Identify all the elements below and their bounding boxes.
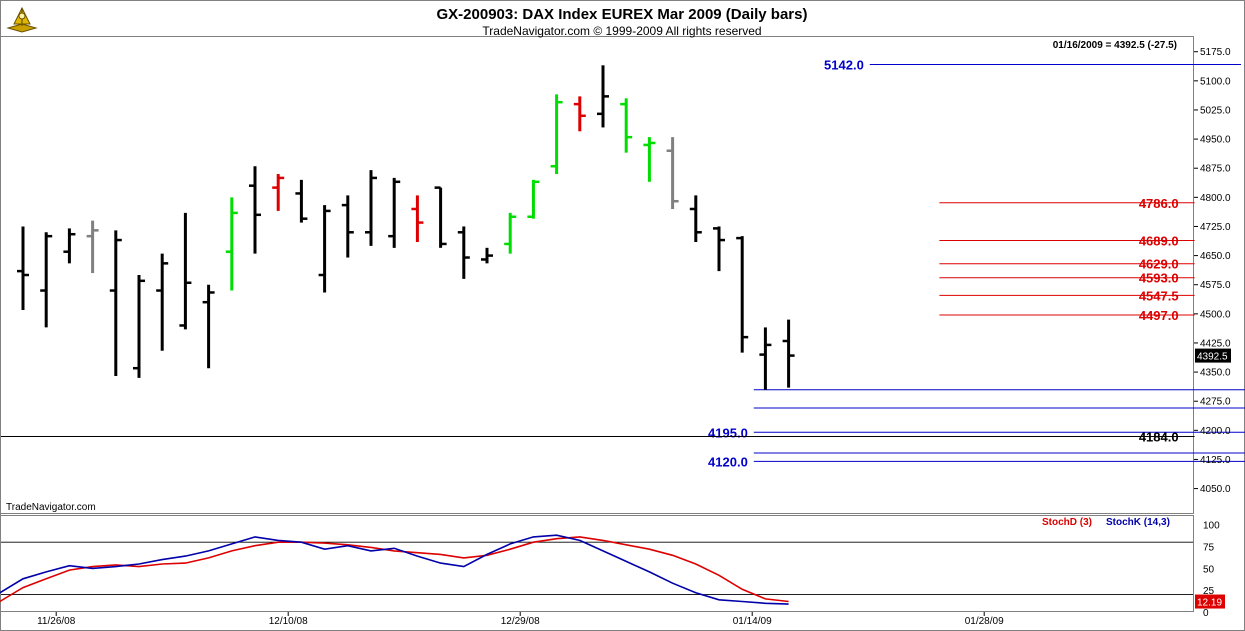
ohlc-bar xyxy=(457,226,470,279)
ohlc-bar xyxy=(156,253,169,351)
level-label: 4547.5 xyxy=(1139,288,1179,303)
price-tick-label: 4125.0 xyxy=(1200,455,1231,466)
price-tick-label: 4725.0 xyxy=(1200,222,1231,233)
ohlc-bar xyxy=(481,247,493,264)
level-label: 4593.0 xyxy=(1139,271,1179,286)
price-bars xyxy=(17,65,795,390)
ohlc-bar xyxy=(597,65,609,128)
ohlc-bar xyxy=(411,195,424,242)
level-label: 4195.0 xyxy=(708,425,748,440)
stochastic-panel xyxy=(0,515,1194,612)
ohlc-bar xyxy=(295,179,308,223)
stoch-tick-label: 75 xyxy=(1203,543,1215,554)
ohlc-bar xyxy=(249,166,261,254)
price-tick-label: 4050.0 xyxy=(1200,484,1231,495)
level-label: 4629.0 xyxy=(1139,257,1179,272)
ohlc-bar xyxy=(133,275,145,378)
price-axis: 5175.0 5100.0 5025.0 4950.0 4875.0 4800.0 4725… xyxy=(1194,47,1231,495)
ohlc-bar xyxy=(782,319,795,388)
ohlc-bar xyxy=(666,137,679,209)
stochd-legend: StochD (3) xyxy=(1042,517,1092,528)
level-label: 4689.0 xyxy=(1139,233,1179,248)
ohlc-bar xyxy=(341,195,354,258)
ohlc-bar xyxy=(109,230,122,376)
date-tick-label: 01/28/09 xyxy=(965,616,1004,627)
date-tick-label: 01/14/09 xyxy=(733,616,772,627)
ohlc-bar xyxy=(17,226,29,310)
ohlc-bar xyxy=(504,212,517,254)
price-tick-label: 4950.0 xyxy=(1200,135,1231,146)
ohlc-bar xyxy=(713,226,725,272)
level-label: 4184.0 xyxy=(1139,430,1179,445)
price-tick-label: 5100.0 xyxy=(1200,76,1231,87)
stoch-last-badge xyxy=(1195,594,1225,609)
price-panel xyxy=(0,36,1194,514)
price-tick-label: 4650.0 xyxy=(1200,251,1231,262)
price-tick-label: 4275.0 xyxy=(1200,397,1231,408)
stoch-last-label: 12.19 xyxy=(1197,598,1222,609)
level-label: 4497.0 xyxy=(1139,308,1179,323)
price-tick-label: 4500.0 xyxy=(1200,309,1231,320)
ohlc-bar xyxy=(643,137,656,182)
last-price-label: 4392.5 xyxy=(1197,352,1228,363)
price-tick-label: 5175.0 xyxy=(1200,47,1231,58)
stochastic-axis: 100 75 50 25 012.19 xyxy=(1195,521,1225,619)
price-tick-label: 4425.0 xyxy=(1200,338,1231,349)
ohlc-bar xyxy=(550,94,563,175)
date-tick-label: 12/10/08 xyxy=(269,616,308,627)
chart-title: GX-200903: DAX Index EUREX Mar 2009 (Dai… xyxy=(437,6,808,23)
stoch-tick-label: 50 xyxy=(1203,564,1215,575)
ohlc-bar xyxy=(179,212,192,330)
ohlc-bar xyxy=(527,179,540,219)
ohlc-bar xyxy=(689,195,702,242)
price-tick-label: 4350.0 xyxy=(1200,368,1231,379)
stochk-line xyxy=(0,534,789,605)
level-label: 4120.0 xyxy=(708,454,748,469)
last-price-readout: 01/16/2009 = 4392.5 (-27.5) xyxy=(1053,40,1177,51)
stochastic-lines xyxy=(0,534,1193,605)
ohlc-bar xyxy=(40,232,53,328)
ohlc-bar xyxy=(620,98,633,153)
ohlc-bar xyxy=(434,186,447,248)
watermark-text: TradeNavigator.com xyxy=(6,502,96,513)
ohlc-bar xyxy=(365,170,377,246)
date-axis: 11/26/08 12/10/08 12/29/08 01/14/09 01/28/09 xyxy=(37,612,1004,627)
ohlc-bar xyxy=(388,177,401,248)
ohlc-bar xyxy=(573,96,586,132)
tradenavigator-logo-icon xyxy=(6,6,38,33)
level-label: 4786.0 xyxy=(1139,196,1179,211)
ohlc-bar xyxy=(272,174,285,211)
price-tick-label: 4200.0 xyxy=(1200,426,1231,437)
ohlc-bar xyxy=(318,205,331,293)
last-price-badge xyxy=(1195,348,1231,363)
stoch-tick-label: 0 xyxy=(1203,608,1209,619)
level-label: 5142.0 xyxy=(824,58,864,73)
date-tick-label: 11/26/08 xyxy=(37,616,76,627)
ohlc-bar xyxy=(202,284,215,369)
ohlc-bar xyxy=(225,197,238,291)
stochk-legend: StochK (14,3) xyxy=(1106,517,1170,528)
ohlc-bar xyxy=(736,236,749,353)
stoch-tick-label: 100 xyxy=(1203,521,1220,532)
copyright-text: TradeNavigator.com © 1999-2009 All right… xyxy=(482,24,761,38)
price-tick-label: 4575.0 xyxy=(1200,280,1231,291)
ohlc-bar xyxy=(63,228,76,264)
price-tick-label: 5025.0 xyxy=(1200,105,1231,116)
date-tick-label: 12/29/08 xyxy=(501,616,540,627)
ohlc-bar xyxy=(86,220,99,274)
price-tick-label: 4875.0 xyxy=(1200,164,1231,175)
price-tick-label: 4800.0 xyxy=(1200,193,1231,204)
stochd-line xyxy=(0,536,789,603)
stoch-tick-label: 25 xyxy=(1203,586,1215,597)
ohlc-bar xyxy=(759,327,772,390)
